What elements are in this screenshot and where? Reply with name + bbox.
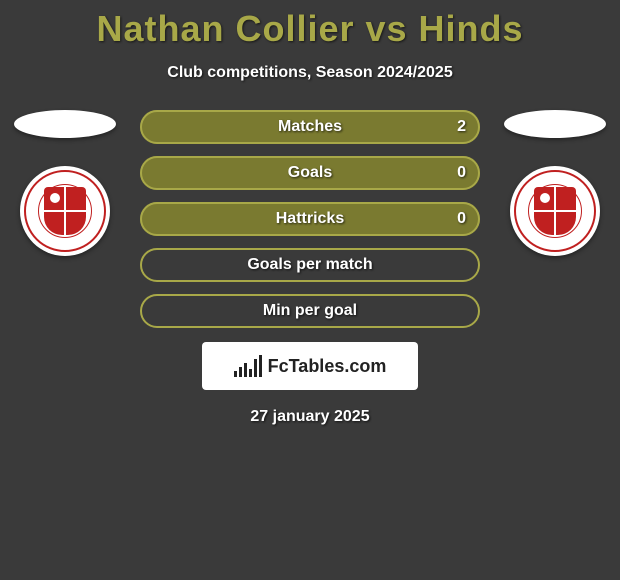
left-player-col	[10, 110, 120, 256]
stat-label: Goals per match	[247, 256, 372, 274]
logo-bar-icon	[254, 359, 257, 377]
stat-value: 2	[457, 118, 466, 136]
player-ellipse-right	[504, 110, 606, 138]
badge-shield-icon	[534, 187, 576, 235]
stat-label: Min per goal	[263, 302, 357, 320]
logo-bar-icon	[249, 369, 252, 377]
player-ellipse-left	[14, 110, 116, 138]
logo-bar-icon	[234, 371, 237, 377]
badge-dot-icon	[540, 193, 550, 203]
logo-bars-icon	[234, 355, 262, 377]
stat-label: Hattricks	[276, 210, 344, 228]
badge-dot-icon	[50, 193, 60, 203]
stat-value: 0	[457, 210, 466, 228]
logo-bar-icon	[259, 355, 262, 377]
stat-bar: Matches 2	[140, 110, 480, 144]
stat-bar: Min per goal	[140, 294, 480, 328]
stat-bar: Goals per match	[140, 248, 480, 282]
logo-bar-icon	[244, 363, 247, 377]
club-badge-left	[20, 166, 110, 256]
date-label: 27 january 2025	[0, 408, 620, 426]
club-badge-right	[510, 166, 600, 256]
fctables-logo: FcTables.com	[202, 342, 418, 390]
logo-text: FcTables.com	[268, 356, 387, 377]
badge-shield-icon	[44, 187, 86, 235]
stat-label: Matches	[278, 118, 342, 136]
stat-value: 0	[457, 164, 466, 182]
stat-bar: Goals 0	[140, 156, 480, 190]
main-row: Matches 2 Goals 0 Hattricks 0 Goals per match M…	[0, 110, 620, 328]
stat-bar: Hattricks 0	[140, 202, 480, 236]
right-player-col	[500, 110, 610, 256]
page-subtitle: Club competitions, Season 2024/2025	[0, 64, 620, 82]
page-title: Nathan Collier vs Hinds	[0, 0, 620, 50]
stat-label: Goals	[288, 164, 332, 182]
logo-bar-icon	[239, 367, 242, 377]
stats-column: Matches 2 Goals 0 Hattricks 0 Goals per match M…	[140, 110, 480, 328]
